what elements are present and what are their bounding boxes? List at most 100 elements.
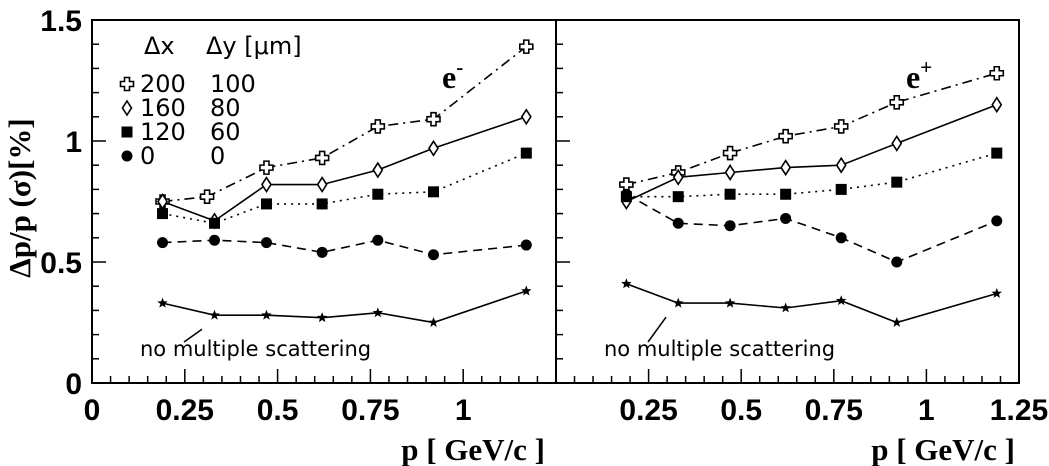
data-point bbox=[724, 188, 736, 200]
data-point bbox=[991, 147, 1003, 159]
data-point bbox=[209, 309, 220, 320]
data-point bbox=[780, 302, 791, 313]
panel-2: 0.25 0.5 0.75 1 1.25 e+ no multiple scattering bbox=[555, 19, 1048, 427]
x-axis-title-left: p [ GeV/c ] bbox=[401, 432, 545, 466]
data-point bbox=[835, 232, 847, 244]
data-point bbox=[673, 297, 684, 308]
data-point bbox=[428, 317, 439, 327]
data-point bbox=[989, 65, 1005, 81]
data-point bbox=[259, 160, 274, 175]
data-point bbox=[991, 96, 1003, 114]
data-point bbox=[621, 278, 632, 289]
panel-label: e+ bbox=[906, 55, 932, 95]
data-point bbox=[672, 191, 684, 203]
note-text: no multiple scattering bbox=[140, 337, 371, 361]
x-tick-label: 1 bbox=[455, 394, 472, 427]
legend-dx: 120 bbox=[140, 118, 186, 146]
data-point bbox=[372, 234, 384, 246]
y-tick-label: 1 bbox=[65, 126, 82, 159]
data-point bbox=[672, 168, 684, 186]
data-point bbox=[672, 217, 684, 229]
data-point bbox=[316, 312, 328, 323]
data-point bbox=[991, 215, 1003, 227]
plot-area: 0 0.25 0.5 0.75 1e-no multiple scattering0.2… bbox=[84, 19, 1048, 427]
note-text: no multiple scattering bbox=[604, 337, 835, 361]
data-point bbox=[157, 297, 168, 308]
panel-label: e- bbox=[442, 55, 463, 95]
x-tick-label: 1.25 bbox=[990, 394, 1048, 427]
data-point bbox=[261, 176, 272, 194]
data-point bbox=[520, 108, 532, 126]
panel-label-sup: + bbox=[920, 55, 932, 79]
data-point bbox=[260, 237, 272, 249]
data-point bbox=[520, 147, 532, 159]
data-point bbox=[778, 128, 793, 144]
legend-header-dy: Δy [μm] bbox=[206, 32, 302, 60]
data-point bbox=[891, 134, 903, 152]
x-tick-label: 1 bbox=[918, 394, 935, 427]
series-star bbox=[621, 278, 1003, 327]
data-point bbox=[724, 163, 736, 181]
data-point bbox=[991, 287, 1003, 298]
data-point bbox=[833, 119, 849, 134]
data-point bbox=[314, 150, 330, 166]
data-point bbox=[157, 208, 169, 220]
series-line bbox=[626, 103, 998, 203]
data-point bbox=[260, 198, 272, 210]
legend-dx: 0 bbox=[140, 142, 155, 170]
x-tick-label: 0.5 bbox=[257, 394, 299, 427]
data-point bbox=[157, 237, 169, 249]
legend-marker bbox=[121, 150, 133, 162]
data-point bbox=[316, 176, 328, 194]
data-point bbox=[316, 246, 328, 258]
data-point bbox=[891, 317, 902, 327]
data-point bbox=[891, 256, 903, 268]
series-star bbox=[157, 285, 532, 327]
y-axis-title: Δp/p (σ)[%] bbox=[2, 118, 37, 277]
x-tick-label: 0.25 bbox=[619, 394, 677, 427]
data-point bbox=[372, 307, 384, 318]
note-pointer bbox=[183, 328, 203, 343]
legend-header-dx: Δx bbox=[144, 32, 175, 60]
data-point bbox=[780, 159, 792, 177]
x-tick-label: 0.75 bbox=[341, 394, 399, 427]
data-point bbox=[835, 156, 847, 174]
series-line bbox=[626, 283, 998, 324]
data-point bbox=[780, 188, 792, 200]
y-tick-label: 1.5 bbox=[40, 5, 82, 38]
data-point bbox=[372, 188, 384, 200]
legend-marker bbox=[121, 99, 133, 117]
series-filled-circle bbox=[620, 188, 1003, 268]
data-point bbox=[520, 239, 532, 251]
data-point bbox=[316, 198, 328, 210]
legend-dx: 160 bbox=[140, 94, 186, 122]
legend-dy: 0 bbox=[210, 142, 225, 170]
data-point bbox=[372, 161, 384, 179]
data-point bbox=[724, 220, 736, 232]
axis-labels: 0 0.5 1 1.5 Δp/p (σ)[%] p [ GeV/c ] p [ GeV/c … bbox=[2, 5, 1015, 466]
data-point bbox=[426, 111, 441, 127]
x-tick-label: 0 bbox=[84, 394, 101, 427]
legend-dy: 80 bbox=[210, 94, 241, 122]
panel-1: 0 0.25 0.5 0.75 1 e-no multiple scattering bbox=[84, 19, 557, 427]
legend-marker bbox=[121, 126, 133, 138]
data-point bbox=[428, 186, 440, 198]
data-point bbox=[521, 285, 532, 296]
note-pointer bbox=[647, 316, 667, 343]
x-axis-title-right: p [ GeV/c ] bbox=[871, 432, 1015, 466]
data-point bbox=[261, 309, 272, 320]
data-point bbox=[428, 139, 439, 157]
data-point bbox=[208, 217, 220, 229]
legend-dy: 60 bbox=[210, 118, 241, 146]
x-tick-label: 0.5 bbox=[720, 394, 762, 427]
data-point bbox=[519, 39, 534, 54]
data-point bbox=[835, 295, 847, 306]
series-line bbox=[626, 193, 998, 263]
legend-dy: 100 bbox=[210, 70, 256, 98]
data-point bbox=[722, 145, 738, 161]
legend-dx: 200 bbox=[140, 70, 186, 98]
data-point bbox=[620, 188, 632, 200]
data-point bbox=[199, 189, 215, 204]
data-point bbox=[780, 212, 792, 224]
